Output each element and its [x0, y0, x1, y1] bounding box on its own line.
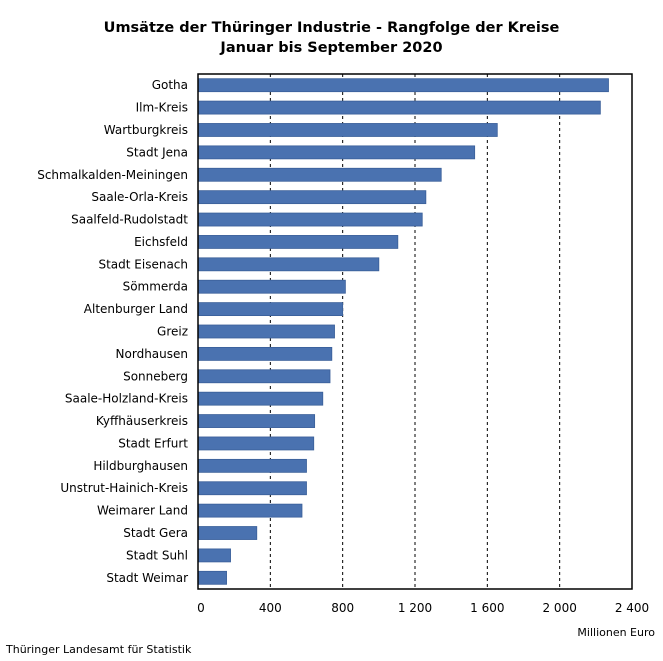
- y-tick-label: Stadt Weimar: [106, 571, 188, 585]
- chart-title: Umsätze der Thüringer Industrie - Rangfo…: [103, 20, 560, 36]
- y-tick-label: Stadt Eisenach: [98, 257, 188, 271]
- bar: [197, 279, 346, 294]
- y-tick-label: Saale-Orla-Kreis: [91, 190, 188, 204]
- chart-subtitle: Januar bis September 2020: [220, 40, 443, 56]
- y-tick-label: Stadt Gera: [123, 526, 188, 540]
- bar: [197, 324, 335, 339]
- bar: [197, 100, 601, 115]
- bar: [197, 503, 303, 518]
- y-tick-label: Eichsfeld: [134, 235, 188, 249]
- x-tick-label: 400: [259, 601, 282, 615]
- bar: [197, 391, 324, 406]
- bar: [197, 414, 316, 428]
- y-tick-label: Saale-Holzland-Kreis: [65, 392, 188, 406]
- source-note: Thüringer Landesamt für Statistik: [6, 643, 192, 656]
- y-tick-label: Stadt Erfurt: [118, 436, 188, 450]
- bar: [197, 526, 258, 540]
- bar: [197, 458, 307, 473]
- y-tick-label: Weimarer Land: [97, 504, 188, 518]
- y-tick-label: Kyffhäuserkreis: [96, 414, 188, 428]
- x-tick-label: 2 400: [615, 601, 649, 615]
- y-tick-label: Schmalkalden-Meiningen: [37, 168, 188, 182]
- bar: [197, 123, 498, 137]
- y-tick-label: Hildburghausen: [93, 459, 188, 473]
- bar: [197, 190, 427, 205]
- bar: [197, 78, 609, 93]
- x-tick-label: 2 000: [542, 601, 576, 615]
- y-tick-label: Sömmerda: [123, 280, 188, 294]
- x-axis-label: Millionen Euro: [577, 626, 655, 639]
- bar: [197, 235, 399, 249]
- y-tick-label: Nordhausen: [116, 347, 188, 361]
- bar: [197, 548, 231, 563]
- bar: [197, 481, 307, 496]
- bar: [197, 302, 344, 317]
- bar: [197, 436, 315, 451]
- y-tick-label: Stadt Jena: [126, 145, 188, 159]
- y-tick-label: Ilm-Kreis: [136, 101, 188, 115]
- bar: [197, 145, 476, 160]
- x-tick-label: 0: [197, 601, 205, 615]
- y-tick-label: Saalfeld-Rudolstadt: [71, 213, 188, 227]
- x-tick-label: 1 600: [470, 601, 504, 615]
- y-tick-label: Unstrut-Hainich-Kreis: [60, 481, 188, 495]
- bar: [197, 369, 331, 384]
- y-tick-label: Altenburger Land: [84, 302, 188, 316]
- bar: [197, 212, 423, 227]
- y-tick-label: Greiz: [157, 325, 188, 339]
- y-tick-label: Gotha: [152, 78, 188, 92]
- bar: [197, 257, 380, 272]
- bar: [197, 167, 442, 182]
- x-tick-label: 1 200: [398, 601, 432, 615]
- y-tick-label: Sonneberg: [123, 369, 188, 383]
- y-tick-label: Wartburgkreis: [104, 123, 188, 137]
- bar: [197, 570, 227, 585]
- x-tick-label: 800: [331, 601, 354, 615]
- bar: [197, 346, 333, 361]
- plot-frame: [197, 73, 633, 590]
- y-tick-label: Stadt Suhl: [126, 548, 188, 562]
